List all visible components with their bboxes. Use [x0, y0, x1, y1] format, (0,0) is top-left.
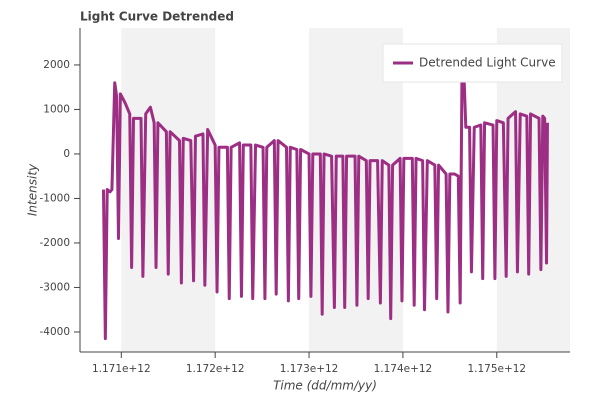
plot-area — [101, 63, 549, 341]
y-tick-label: -1000 — [39, 192, 70, 204]
legend-label: Detrended Light Curve — [419, 56, 556, 70]
y-tick-label: -2000 — [39, 237, 70, 249]
chart-title: Light Curve Detrended — [80, 10, 234, 24]
x-tick-label: 1.174e+12 — [374, 363, 433, 375]
y-tick-label: -4000 — [39, 326, 70, 338]
y-tick-label: 1000 — [43, 103, 70, 115]
x-axis-label: Time (dd/mm/yy) — [273, 379, 377, 393]
x-tick-label: 1.173e+12 — [280, 363, 339, 375]
y-tick-label: 2000 — [43, 59, 70, 71]
y-tick-label: 0 — [63, 148, 70, 160]
data-line — [101, 63, 549, 341]
x-tick-label: 1.172e+12 — [186, 363, 245, 375]
x-tick-label: 1.175e+12 — [467, 363, 526, 375]
x-tick-label: 1.171e+12 — [92, 363, 151, 375]
y-tick-label: -3000 — [39, 281, 70, 293]
y-axis-label: Intensity — [26, 163, 40, 216]
